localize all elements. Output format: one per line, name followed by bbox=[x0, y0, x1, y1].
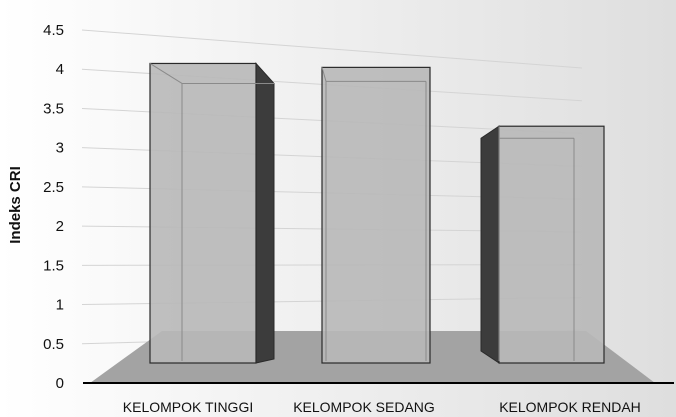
y-tick-label: 1.5 bbox=[43, 257, 64, 274]
bar-2 bbox=[321, 66, 431, 364]
y-tick-label: 2.5 bbox=[43, 179, 64, 196]
gridline bbox=[81, 29, 583, 69]
bar-3 bbox=[480, 125, 605, 364]
y-axis-label: Indeks CRI bbox=[7, 166, 24, 244]
y-tick-label: 0 bbox=[56, 375, 64, 392]
bar-inner-edge bbox=[321, 67, 327, 82]
x-axis-categories: KELOMPOK TINGGI KELOMPOK SEDANG KELOMPOK R… bbox=[123, 399, 641, 415]
bars bbox=[149, 62, 605, 364]
y-tick-label: 3 bbox=[56, 140, 64, 157]
bar-1 bbox=[149, 62, 275, 364]
x-category-label: KELOMPOK SEDANG bbox=[293, 399, 435, 415]
bar-front-face bbox=[149, 62, 257, 364]
bar-inner-edge bbox=[149, 63, 183, 84]
bar-front-face bbox=[498, 125, 605, 364]
y-tick-label: 0.5 bbox=[43, 336, 64, 353]
y-tick-label: 4 bbox=[56, 61, 64, 78]
y-axis-ticks: 0 0.5 1 1.5 2 2.5 3 3.5 4 4.5 bbox=[43, 22, 64, 392]
y-tick-label: 3.5 bbox=[43, 100, 64, 117]
y-tick-label: 2 bbox=[56, 218, 64, 235]
y-tick-label: 1 bbox=[56, 297, 64, 314]
x-category-label: KELOMPOK TINGGI bbox=[123, 399, 253, 415]
bar-side-face bbox=[480, 125, 500, 364]
y-tick-label: 4.5 bbox=[43, 22, 64, 39]
bar-side-face bbox=[255, 62, 275, 364]
bar-front-face bbox=[321, 66, 431, 364]
x-category-label: KELOMPOK RENDAH bbox=[499, 399, 641, 415]
